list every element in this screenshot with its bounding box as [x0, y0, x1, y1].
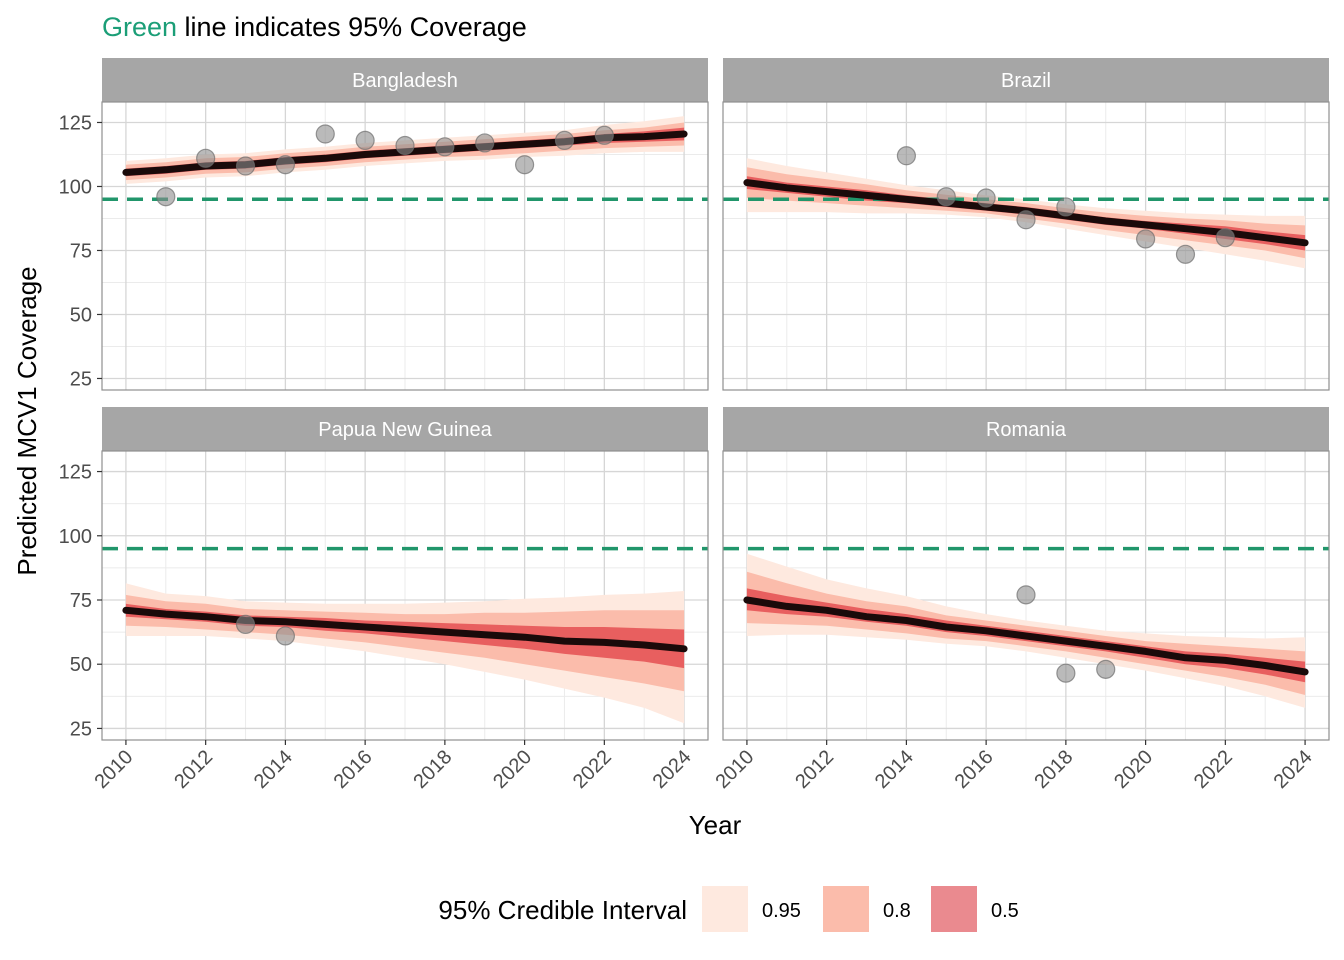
observed-point	[315, 124, 335, 144]
x-tick-label: 2018	[1030, 746, 1077, 793]
panel-bangladesh: Bangladesh	[101, 58, 709, 391]
y-tick-label: 125	[59, 112, 92, 134]
x-tick-label: 2010	[90, 746, 137, 793]
observed-point	[1136, 229, 1156, 249]
observed-point	[515, 155, 535, 175]
legend-title: 95% Credible Interval	[438, 895, 687, 925]
y-axis-label: Predicted MCV1 Coverage	[12, 266, 42, 575]
panel-border	[722, 101, 1330, 391]
observed-point	[275, 155, 295, 175]
legend-entry: 0.95	[702, 886, 801, 932]
y-tick-label: 125	[59, 462, 92, 484]
legend-label: 0.95	[762, 900, 801, 922]
median-line	[122, 606, 688, 653]
x-tick-label: 2016	[330, 746, 377, 793]
observed-point	[235, 156, 256, 176]
panel-border	[101, 101, 709, 391]
x-tick-label: 2012	[170, 746, 217, 793]
y-tick-label: 75	[70, 240, 92, 262]
x-tick-label: 2014	[871, 746, 918, 793]
observed-point	[1016, 585, 1036, 605]
x-tick-label: 2014	[250, 746, 297, 793]
legend-entries: 0.95 0.8 0.5	[702, 886, 1019, 932]
chart-title: Green line indicates 95% Coverage	[102, 12, 527, 42]
x-tick-label: 2020	[1110, 746, 1157, 793]
x-axes: 2010 2012 2014 2016 2018 2020 2022 2024 2010 2012…	[90, 740, 1317, 793]
x-axis-label: Year	[689, 810, 742, 840]
observed-point	[235, 614, 256, 635]
median-line	[743, 596, 1309, 676]
panel-strip	[723, 407, 1329, 451]
observed-point	[1056, 197, 1076, 217]
x-tick-label: 2022	[569, 746, 616, 793]
observed-point	[976, 188, 996, 208]
y-tick-label: 50	[70, 304, 92, 326]
chart-title-highlight: Green	[102, 12, 177, 42]
observed-point	[355, 130, 375, 150]
panel-strip-label: Romania	[986, 419, 1067, 441]
observed-point	[1056, 663, 1076, 683]
y-tick-label: 25	[70, 368, 92, 390]
legend-entry: 0.5	[931, 886, 1019, 932]
observed-point	[554, 130, 575, 150]
y-tick-label: 100	[59, 176, 92, 198]
panel-strip-label: Brazil	[1001, 70, 1051, 92]
y-axes: 25 50 75 100 125 25 50 75 100 125	[59, 112, 102, 740]
observed-point	[475, 133, 495, 153]
observed-point	[1096, 659, 1116, 679]
legend-entry: 0.8	[823, 886, 911, 932]
panel-brazil: Brazil	[722, 58, 1330, 391]
chart-title-rest: line indicates 95% Coverage	[177, 12, 527, 42]
observed-point	[1175, 244, 1196, 264]
x-tick-label: 2018	[409, 746, 456, 793]
panels: Bangladesh Brazil Papua New Guinea Romania	[101, 58, 1330, 741]
panel-strip-label: Papua New Guinea	[318, 419, 492, 441]
x-tick-label: 2024	[1270, 746, 1317, 793]
observed-point	[896, 146, 916, 166]
observed-point	[594, 125, 614, 145]
observed-point	[435, 137, 455, 157]
observed-point	[1016, 210, 1036, 230]
legend-swatch	[702, 886, 748, 932]
x-tick-label: 2012	[791, 746, 838, 793]
y-tick-label: 100	[59, 526, 92, 548]
panel-border	[722, 450, 1330, 741]
x-tick-label: 2022	[1190, 746, 1237, 793]
observed-point	[395, 135, 415, 156]
panel-strip	[102, 407, 708, 451]
observed-point	[156, 187, 176, 207]
legend-swatch	[823, 886, 869, 932]
y-tick-label: 50	[70, 654, 92, 676]
panel-romania: Romania	[722, 407, 1330, 741]
panel-border	[101, 450, 709, 741]
legend: 95% Credible Interval 0.95 0.8 0.5	[438, 886, 1019, 932]
observed-point	[936, 187, 956, 207]
legend-label: 0.5	[991, 900, 1019, 922]
panel-strip	[102, 58, 708, 102]
observed-point	[1215, 228, 1235, 248]
x-tick-label: 2024	[649, 746, 696, 793]
panel-strip	[723, 58, 1329, 102]
observed-point	[196, 148, 216, 168]
observed-point	[275, 626, 295, 646]
legend-label: 0.8	[883, 900, 911, 922]
x-tick-label: 2016	[951, 746, 998, 793]
x-tick-label: 2020	[489, 746, 536, 793]
gridlines	[102, 102, 708, 390]
x-tick-label: 2010	[711, 746, 758, 793]
legend-swatch	[931, 886, 977, 932]
y-tick-label: 25	[70, 718, 92, 740]
panel-papua-new-guinea: Papua New Guinea	[101, 407, 709, 741]
y-tick-label: 75	[70, 590, 92, 612]
panel-strip-label: Bangladesh	[352, 70, 458, 92]
